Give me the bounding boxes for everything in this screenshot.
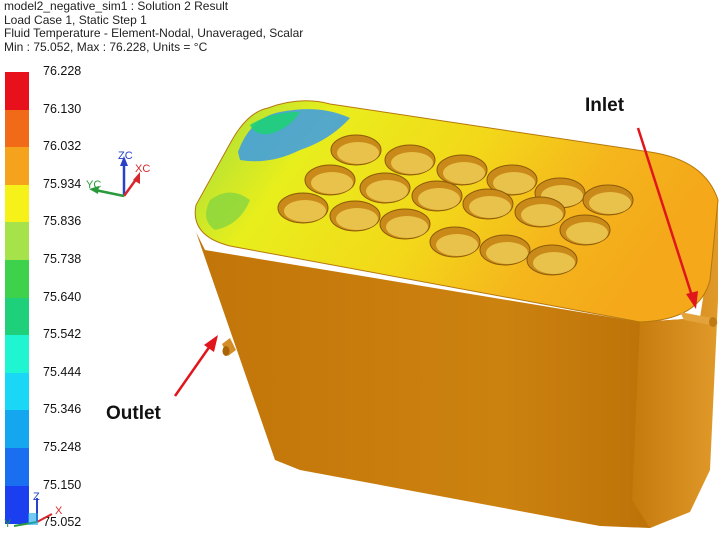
coordinate-triad: ZC XC YC (86, 150, 150, 198)
legend-swatch (5, 297, 29, 336)
triad-yc-label: YC (86, 179, 101, 191)
legend-tick-label: 75.934 (43, 176, 82, 191)
hole-floor (311, 172, 353, 194)
legend-swatch (5, 184, 29, 223)
view-triad-x-label: X (55, 505, 63, 517)
hole-floor (436, 234, 478, 256)
legend-tick-label: 75.836 (43, 214, 82, 229)
legend-tick-label: 76.032 (43, 139, 82, 154)
hole-floor (533, 252, 575, 274)
hole-floor (418, 188, 460, 210)
legend-swatch (5, 372, 29, 411)
hole-floor (284, 200, 326, 222)
legend-tick-label: 76.228 (43, 64, 82, 78)
result-title: model2_negative_sim1 : Solution 2 Result (4, 0, 229, 13)
legend-tick-label: 75.052 (43, 515, 82, 530)
hole-floor (493, 172, 535, 194)
outlet-arrow (173, 335, 218, 397)
hole-floor (486, 242, 528, 264)
hole-floor (443, 162, 485, 184)
result-header: model2_negative_sim1 : Solution 2 Result… (4, 0, 303, 54)
legend-swatch (5, 109, 29, 148)
legend-swatch (5, 410, 29, 449)
warm-region (206, 192, 250, 230)
legend-tick-label: 75.738 (43, 252, 82, 266)
reservoir-front-face (196, 232, 705, 528)
legend-swatch (5, 222, 29, 261)
outlet-pipe[interactable] (222, 338, 236, 356)
hole-floor (566, 222, 608, 244)
legend-swatch (5, 448, 29, 487)
legend-tick-label: 75.150 (43, 477, 82, 492)
inlet-arrow (636, 127, 698, 309)
hole-floor (386, 216, 428, 238)
hole-floor (521, 204, 563, 226)
legend-tick-label: 75.444 (43, 364, 82, 379)
hole-floor (337, 142, 379, 164)
triad-zc-label: ZC (118, 150, 133, 162)
legend-tick-label: 75.640 (43, 289, 82, 304)
hole-floor (391, 152, 433, 174)
outlet-label: Outlet (106, 403, 161, 424)
legend-swatch (5, 335, 29, 374)
legend-tick-label: 75.248 (43, 440, 82, 454)
hole-floor (336, 208, 378, 230)
view-triad-z-label: Z (33, 491, 40, 503)
holes-group (277, 134, 634, 276)
legend-tick-label: 76.130 (43, 101, 82, 116)
result-type-label: Fluid Temperature - Element-Nodal, Unave… (4, 26, 304, 40)
min-max-label: Min : 75.052, Max : 76.228, Units = °C (4, 39, 208, 54)
hole-floor (469, 196, 511, 218)
legend-swatch (5, 147, 29, 186)
cold-region (250, 112, 300, 135)
reservoir-right-face (632, 200, 718, 528)
hole-floor (366, 180, 408, 202)
view-triad: Z X Y (4, 491, 63, 530)
hole-floor (589, 192, 631, 214)
inlet-pipe[interactable] (680, 312, 718, 327)
view-triad-y-label: Y (4, 518, 12, 530)
legend-swatch (5, 485, 29, 524)
legend-tick-label: 75.346 (43, 402, 82, 417)
legend-tick-label: 75.542 (43, 327, 82, 342)
legend-swatch (5, 72, 29, 111)
triad-xc-label: XC (135, 163, 150, 175)
legend-swatch (5, 260, 29, 299)
load-case-label: Load Case 1, Static Step 1 (4, 12, 147, 27)
inlet-label: Inlet (585, 95, 625, 116)
